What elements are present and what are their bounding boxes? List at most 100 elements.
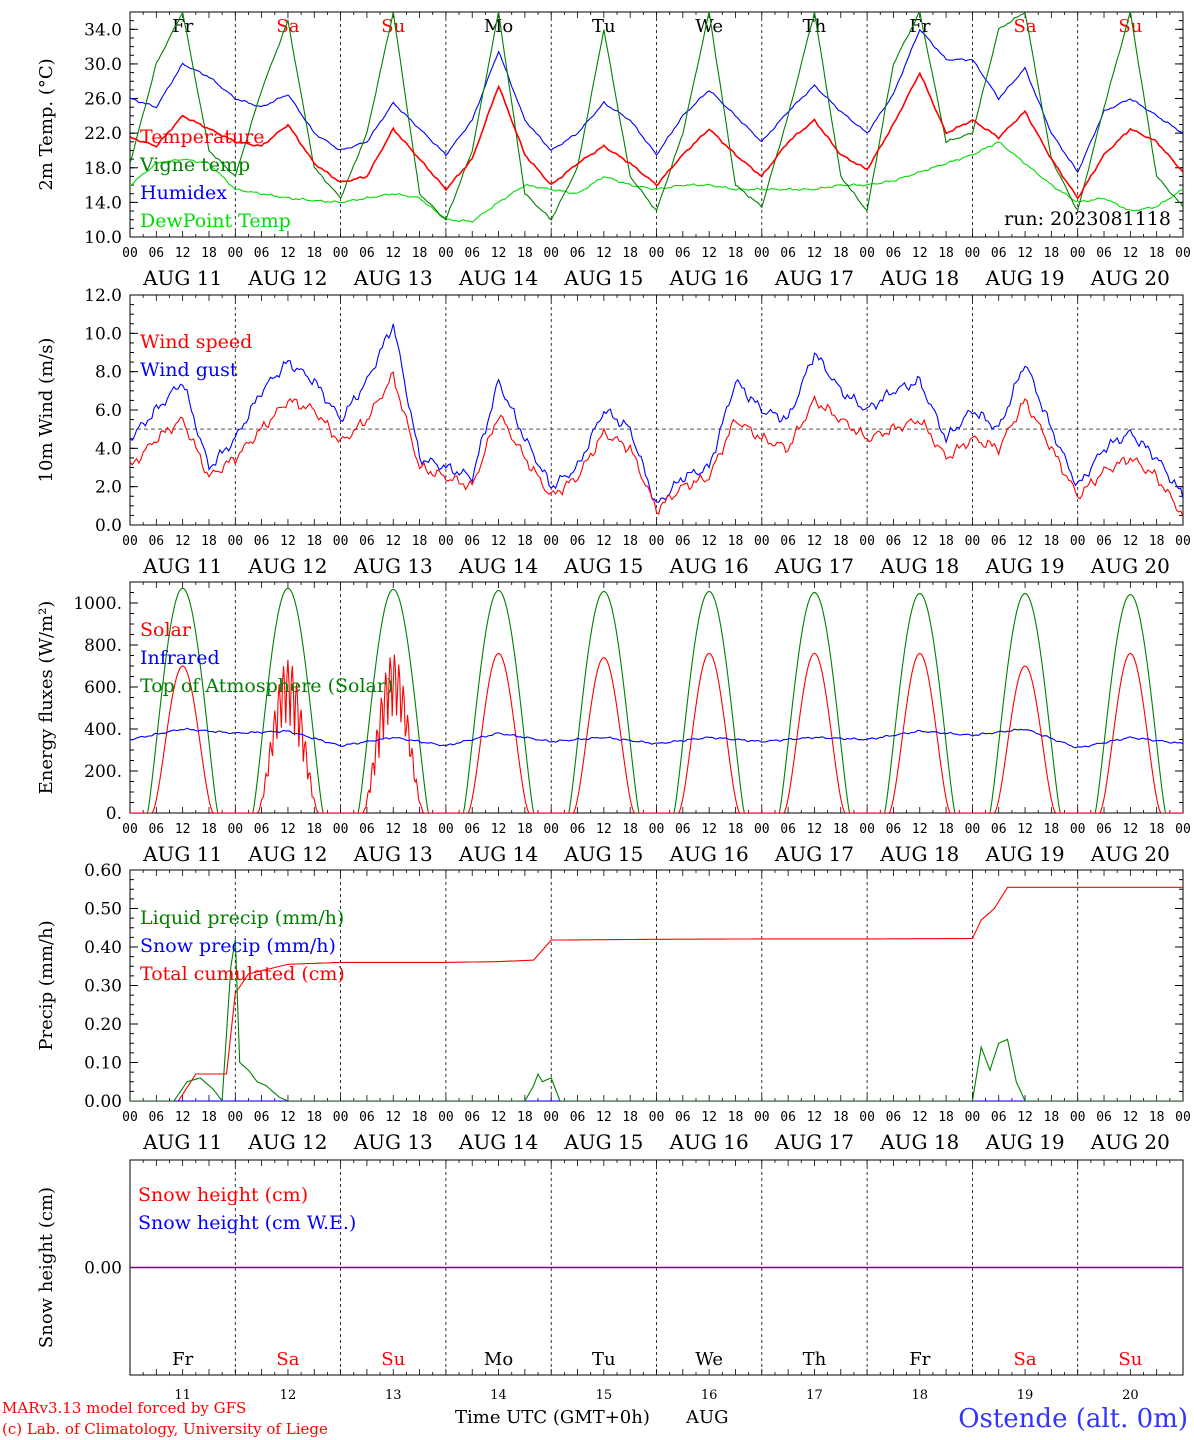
- date-label: AUG 14: [458, 1130, 538, 1154]
- y-tick-label: 18.0: [84, 159, 122, 179]
- date-label: AUG 14: [458, 554, 538, 578]
- hour-tick-label: 18: [938, 246, 954, 261]
- date-label: AUG 11: [142, 842, 222, 866]
- hour-tick-label: 00: [543, 246, 559, 261]
- hour-tick-label: 00: [543, 822, 559, 837]
- series-dewpoint-temp: [130, 141, 1183, 223]
- day-number-label: 13: [385, 1388, 402, 1403]
- y-tick-label: 0.40: [84, 938, 122, 958]
- date-label: AUG 15: [563, 266, 643, 290]
- y-tick-label: 30.0: [84, 55, 122, 75]
- hour-tick-label: 18: [728, 822, 744, 837]
- hour-tick-label: 00: [1175, 246, 1191, 261]
- hour-tick-label: 12: [1017, 1110, 1033, 1125]
- hour-tick-label: 12: [175, 1110, 191, 1125]
- date-label: AUG 16: [669, 1130, 749, 1154]
- hour-tick-label: 12: [807, 822, 823, 837]
- day-of-week-label: We: [695, 1349, 723, 1370]
- hour-tick-label: 00: [227, 246, 243, 261]
- y-axis-label: Precip (mm/h): [36, 920, 57, 1050]
- legend-entry: Snow height (cm W.E.): [138, 1212, 356, 1234]
- y-tick-label: 200.: [84, 762, 122, 782]
- hour-tick-label: 06: [464, 822, 480, 837]
- hour-tick-label: 00: [227, 822, 243, 837]
- hour-tick-label: 06: [1096, 822, 1112, 837]
- hour-tick-label: 06: [570, 822, 586, 837]
- hour-tick-label: 00: [754, 822, 770, 837]
- day-of-week-label: Mo: [484, 16, 513, 37]
- model-credit: MARv3.13 model forced by GFS: [2, 1399, 246, 1417]
- hour-tick-label: 18: [412, 246, 428, 261]
- date-label: AUG 15: [563, 554, 643, 578]
- legend-entry: Snow precip (mm/h): [140, 935, 336, 957]
- day-number-label: 14: [490, 1388, 507, 1403]
- hour-tick-label: 12: [1123, 1110, 1139, 1125]
- hour-tick-label: 18: [622, 1110, 638, 1125]
- hour-tick-label: 12: [596, 1110, 612, 1125]
- series-group: [130, 12, 1183, 223]
- hour-tick-label: 06: [254, 1110, 270, 1125]
- y-tick-label: 0.50: [84, 900, 122, 920]
- hour-tick-label: 06: [780, 534, 796, 549]
- hour-tick-label: 06: [148, 822, 164, 837]
- date-label: AUG 16: [669, 266, 749, 290]
- date-label: AUG 20: [1090, 554, 1170, 578]
- day-of-week-label: Sa: [1014, 16, 1037, 37]
- legend-entry: Total cumulated (cm): [140, 963, 345, 985]
- hour-tick-label: 18: [201, 534, 217, 549]
- legend-entry: Vigne temp: [139, 154, 250, 176]
- day-number-label: 12: [280, 1388, 297, 1403]
- date-label: AUG 17: [774, 266, 854, 290]
- hour-tick-label: 06: [570, 246, 586, 261]
- legend-entry: Infrared: [140, 647, 220, 669]
- hour-tick-label: 18: [1044, 1110, 1060, 1125]
- hour-tick-label: 00: [1070, 1110, 1086, 1125]
- hour-tick-label: 06: [359, 534, 375, 549]
- hour-tick-label: 00: [1070, 822, 1086, 837]
- legend-entry: Temperature: [140, 126, 264, 148]
- hour-tick-label: 06: [359, 822, 375, 837]
- day-of-week-label: Su: [381, 1349, 405, 1370]
- hour-tick-label: 06: [675, 246, 691, 261]
- date-label: AUG 12: [247, 842, 327, 866]
- series-group: [130, 886, 1183, 1101]
- hour-tick-label: 00: [965, 1110, 981, 1125]
- hour-tick-label: 12: [1017, 246, 1033, 261]
- date-label: AUG 15: [563, 1130, 643, 1154]
- y-tick-label: 4.0: [95, 439, 122, 459]
- hour-tick-label: 06: [991, 822, 1007, 837]
- day-of-week-label: Su: [1118, 1349, 1142, 1370]
- day-number-label: 19: [1017, 1388, 1034, 1403]
- hour-tick-label: 18: [1044, 534, 1060, 549]
- day-of-week-label: Fr: [172, 16, 193, 37]
- date-label: AUG 18: [879, 842, 959, 866]
- hour-tick-label: 00: [649, 534, 665, 549]
- hour-tick-label: 12: [280, 534, 296, 549]
- hour-tick-label: 18: [938, 534, 954, 549]
- hour-tick-label: 12: [280, 822, 296, 837]
- hour-tick-label: 00: [333, 534, 349, 549]
- day-of-week-label: Fr: [909, 1349, 930, 1370]
- hour-tick-label: 12: [1017, 534, 1033, 549]
- hour-tick-label: 12: [912, 246, 928, 261]
- hour-tick-label: 06: [886, 1110, 902, 1125]
- hour-tick-label: 18: [622, 534, 638, 549]
- y-tick-label: 600.: [84, 678, 122, 698]
- hour-tick-label: 00: [859, 246, 875, 261]
- hour-tick-label: 12: [1017, 822, 1033, 837]
- hour-tick-label: 06: [675, 534, 691, 549]
- date-label: AUG 12: [247, 266, 327, 290]
- y-tick-label: 2.0: [95, 478, 122, 498]
- hour-tick-label: 00: [122, 1110, 138, 1125]
- hour-tick-label: 06: [991, 534, 1007, 549]
- date-label: AUG 16: [669, 554, 749, 578]
- hour-tick-label: 00: [859, 534, 875, 549]
- legend-entry: Liquid precip (mm/h): [140, 907, 344, 929]
- hour-tick-label: 06: [1096, 1110, 1112, 1125]
- day-number-label: 11: [174, 1388, 191, 1403]
- series-group: [130, 323, 1183, 517]
- hour-tick-label: 00: [649, 822, 665, 837]
- hour-tick-label: 06: [886, 246, 902, 261]
- y-tick-label: 26.0: [84, 90, 122, 110]
- hour-tick-label: 06: [148, 1110, 164, 1125]
